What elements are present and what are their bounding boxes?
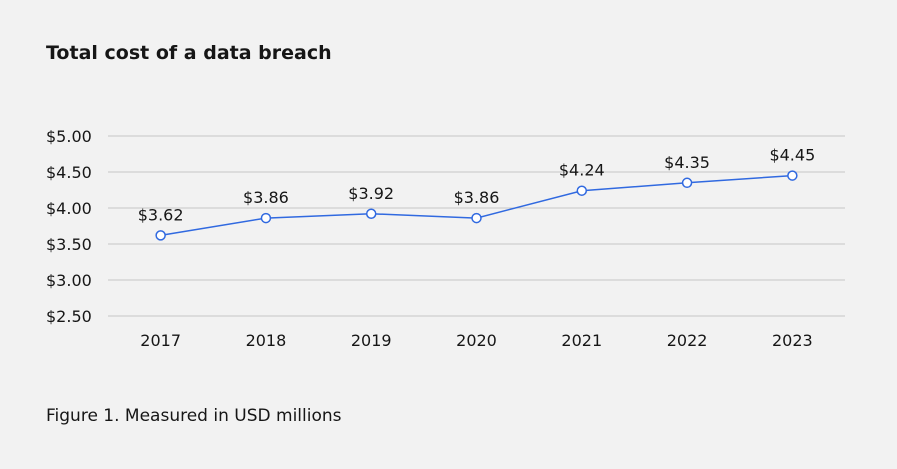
- chart-title: Total cost of a data breach: [46, 42, 332, 64]
- data-point: [787, 170, 798, 181]
- data-label: $3.86: [454, 188, 500, 207]
- data-label: $3.62: [138, 205, 184, 224]
- x-tick-label: 2021: [561, 331, 602, 350]
- data-label: $4.45: [769, 146, 815, 165]
- x-tick-label: 2022: [667, 331, 708, 350]
- data-point: [471, 212, 482, 224]
- x-tick-label: 2018: [246, 331, 287, 350]
- data-point: [681, 177, 693, 189]
- data-label: $4.24: [559, 161, 605, 180]
- y-tick-label: $4.50: [46, 163, 92, 182]
- figure-caption: Figure 1. Measured in USD millions: [46, 406, 342, 426]
- data-point: [155, 230, 166, 241]
- y-tick-label: $4.00: [46, 199, 92, 218]
- y-tick-label: $3.50: [46, 235, 92, 254]
- x-tick-label: 2020: [456, 331, 497, 350]
- data-point: [260, 212, 272, 224]
- data-label: $3.92: [348, 184, 394, 203]
- y-tick-label: $2.50: [46, 307, 92, 326]
- x-tick-label: 2023: [772, 331, 813, 350]
- data-point: [365, 208, 377, 220]
- x-tick-label: 2017: [140, 331, 181, 350]
- x-tick-label: 2019: [351, 331, 392, 350]
- data-label: $3.86: [243, 188, 289, 207]
- y-tick-label: $5.00: [46, 127, 92, 146]
- data-point: [576, 185, 588, 196]
- y-tick-label: $3.00: [46, 271, 92, 290]
- data-label: $4.35: [664, 153, 710, 172]
